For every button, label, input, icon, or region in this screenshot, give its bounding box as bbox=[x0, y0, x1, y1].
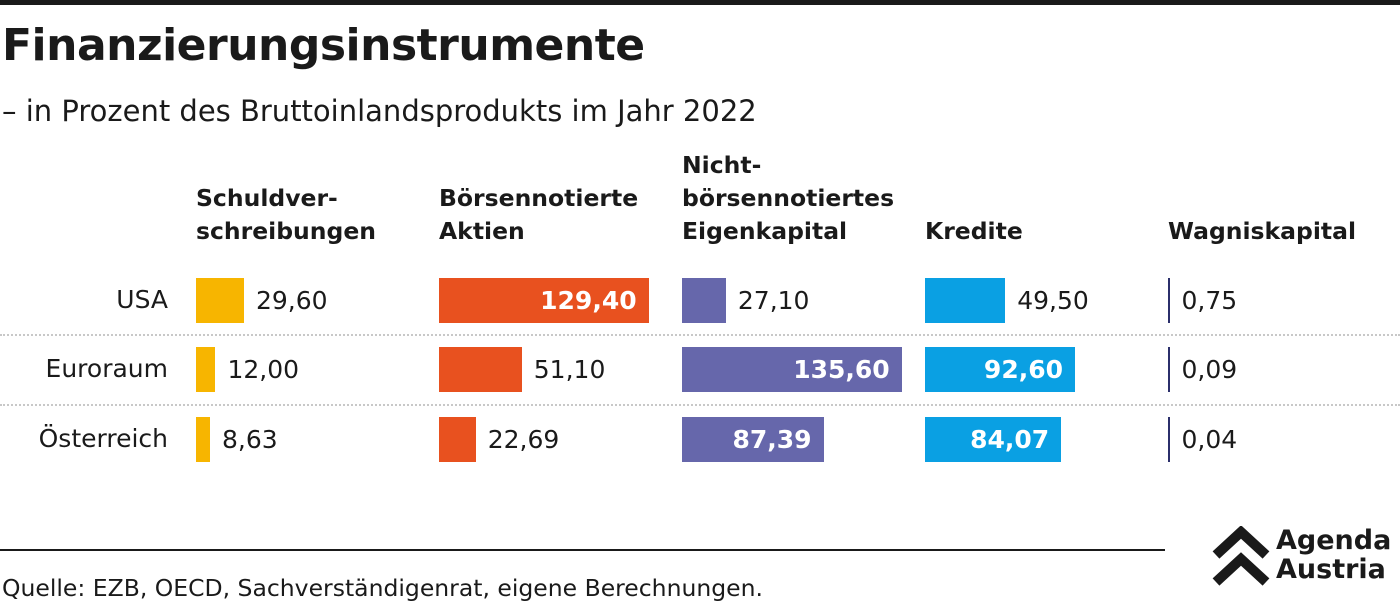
value-label-nicht-borsennotiertes-eigenkapital-euroraum: 135,60 bbox=[793, 355, 890, 384]
value-label-schuldverschreibungen-usa: 29,60 bbox=[255, 286, 328, 315]
column-header-line: Wagniskapital bbox=[1168, 217, 1357, 245]
agenda-austria-logo: Agenda Austria bbox=[1212, 525, 1400, 588]
bar-schuldverschreibungen-euroraum bbox=[196, 347, 216, 392]
value-label-borsennotierte-aktien-euroraum: 51,10 bbox=[533, 355, 606, 384]
column-header-line: Schuldver- bbox=[196, 184, 338, 212]
column-header-line: schreibungen bbox=[196, 217, 377, 245]
value-label-nicht-borsennotiertes-eigenkapital-osterreich: 87,39 bbox=[732, 425, 812, 454]
column-header-line: Nicht- bbox=[682, 151, 762, 179]
row-separator bbox=[0, 404, 1400, 406]
column-header-nicht-borsennotiertes-eigenkapital: Nicht-börsennotiertes Eigenkapital bbox=[682, 149, 922, 248]
bottom-rule bbox=[0, 549, 1165, 551]
column-header-wagniskapital: Wagniskapital bbox=[1168, 215, 1400, 248]
bar-kredite-osterreich bbox=[925, 417, 1062, 462]
value-label-wagniskapital-osterreich: 0,04 bbox=[1181, 425, 1238, 454]
logo-chevron-icon bbox=[1212, 525, 1270, 586]
column-header-line: börsennotiertes bbox=[682, 184, 895, 212]
value-label-kredite-osterreich: 84,07 bbox=[970, 425, 1050, 454]
bar-nicht-borsennotiertes-eigenkapital-usa bbox=[682, 278, 726, 323]
value-label-schuldverschreibungen-osterreich: 8,63 bbox=[221, 425, 278, 454]
column-header-line: Kredite bbox=[925, 217, 1023, 245]
source-note: Quelle: EZB, OECD, Sachverständigenrat, … bbox=[2, 574, 763, 602]
chart-subtitle: – in Prozent des Bruttoinlandsprodukts i… bbox=[2, 94, 757, 128]
value-label-wagniskapital-usa: 0,75 bbox=[1181, 286, 1238, 315]
bar-borsennotierte-aktien-usa bbox=[439, 278, 649, 323]
bar-nicht-borsennotiertes-eigenkapital-euroraum bbox=[682, 347, 902, 392]
bar-wagniskapital-osterreich bbox=[1168, 417, 1170, 462]
column-header-kredite: Kredite bbox=[925, 215, 1165, 248]
row-separator bbox=[0, 334, 1400, 336]
bar-borsennotierte-aktien-euroraum bbox=[439, 347, 522, 392]
value-label-schuldverschreibungen-euroraum: 12,00 bbox=[227, 355, 300, 384]
value-label-kredite-euroraum: 92,60 bbox=[983, 355, 1063, 384]
value-label-kredite-usa: 49,50 bbox=[1017, 286, 1089, 315]
logo-line-2: Austria bbox=[1276, 554, 1386, 585]
row-label-osterreich: Österreich bbox=[38, 424, 168, 453]
column-header-borsennotierte-aktien: Börsennotierte Aktien bbox=[439, 182, 679, 248]
row-label-usa: USA bbox=[116, 285, 168, 314]
value-label-borsennotierte-aktien-osterreich: 22,69 bbox=[487, 425, 560, 454]
top-rule bbox=[0, 0, 1400, 5]
value-label-borsennotierte-aktien-usa: 129,40 bbox=[540, 286, 637, 315]
value-label-wagniskapital-euroraum: 0,09 bbox=[1181, 355, 1238, 384]
bar-kredite-euroraum bbox=[925, 347, 1075, 392]
bar-wagniskapital-euroraum bbox=[1168, 347, 1170, 392]
chart-title: Finanzierungsinstrumente bbox=[2, 20, 645, 71]
row-label-euroraum: Euroraum bbox=[45, 354, 168, 383]
bar-nicht-borsennotiertes-eigenkapital-osterreich bbox=[682, 417, 824, 462]
value-label-nicht-borsennotiertes-eigenkapital-usa: 27,10 bbox=[737, 286, 810, 315]
logo-text: Agenda Austria bbox=[1276, 526, 1391, 584]
bar-kredite-usa bbox=[925, 278, 1006, 323]
bar-wagniskapital-usa bbox=[1168, 278, 1170, 323]
column-header-line: Eigenkapital bbox=[682, 217, 848, 245]
bar-borsennotierte-aktien-osterreich bbox=[439, 417, 476, 462]
column-header-line: Börsennotierte bbox=[439, 184, 639, 212]
logo-line-1: Agenda bbox=[1276, 525, 1392, 556]
bar-schuldverschreibungen-usa bbox=[196, 278, 244, 323]
column-header-schuldverschreibungen: Schuldver-schreibungen bbox=[196, 182, 436, 248]
column-header-line: Aktien bbox=[439, 217, 525, 245]
bar-schuldverschreibungen-osterreich bbox=[196, 417, 210, 462]
